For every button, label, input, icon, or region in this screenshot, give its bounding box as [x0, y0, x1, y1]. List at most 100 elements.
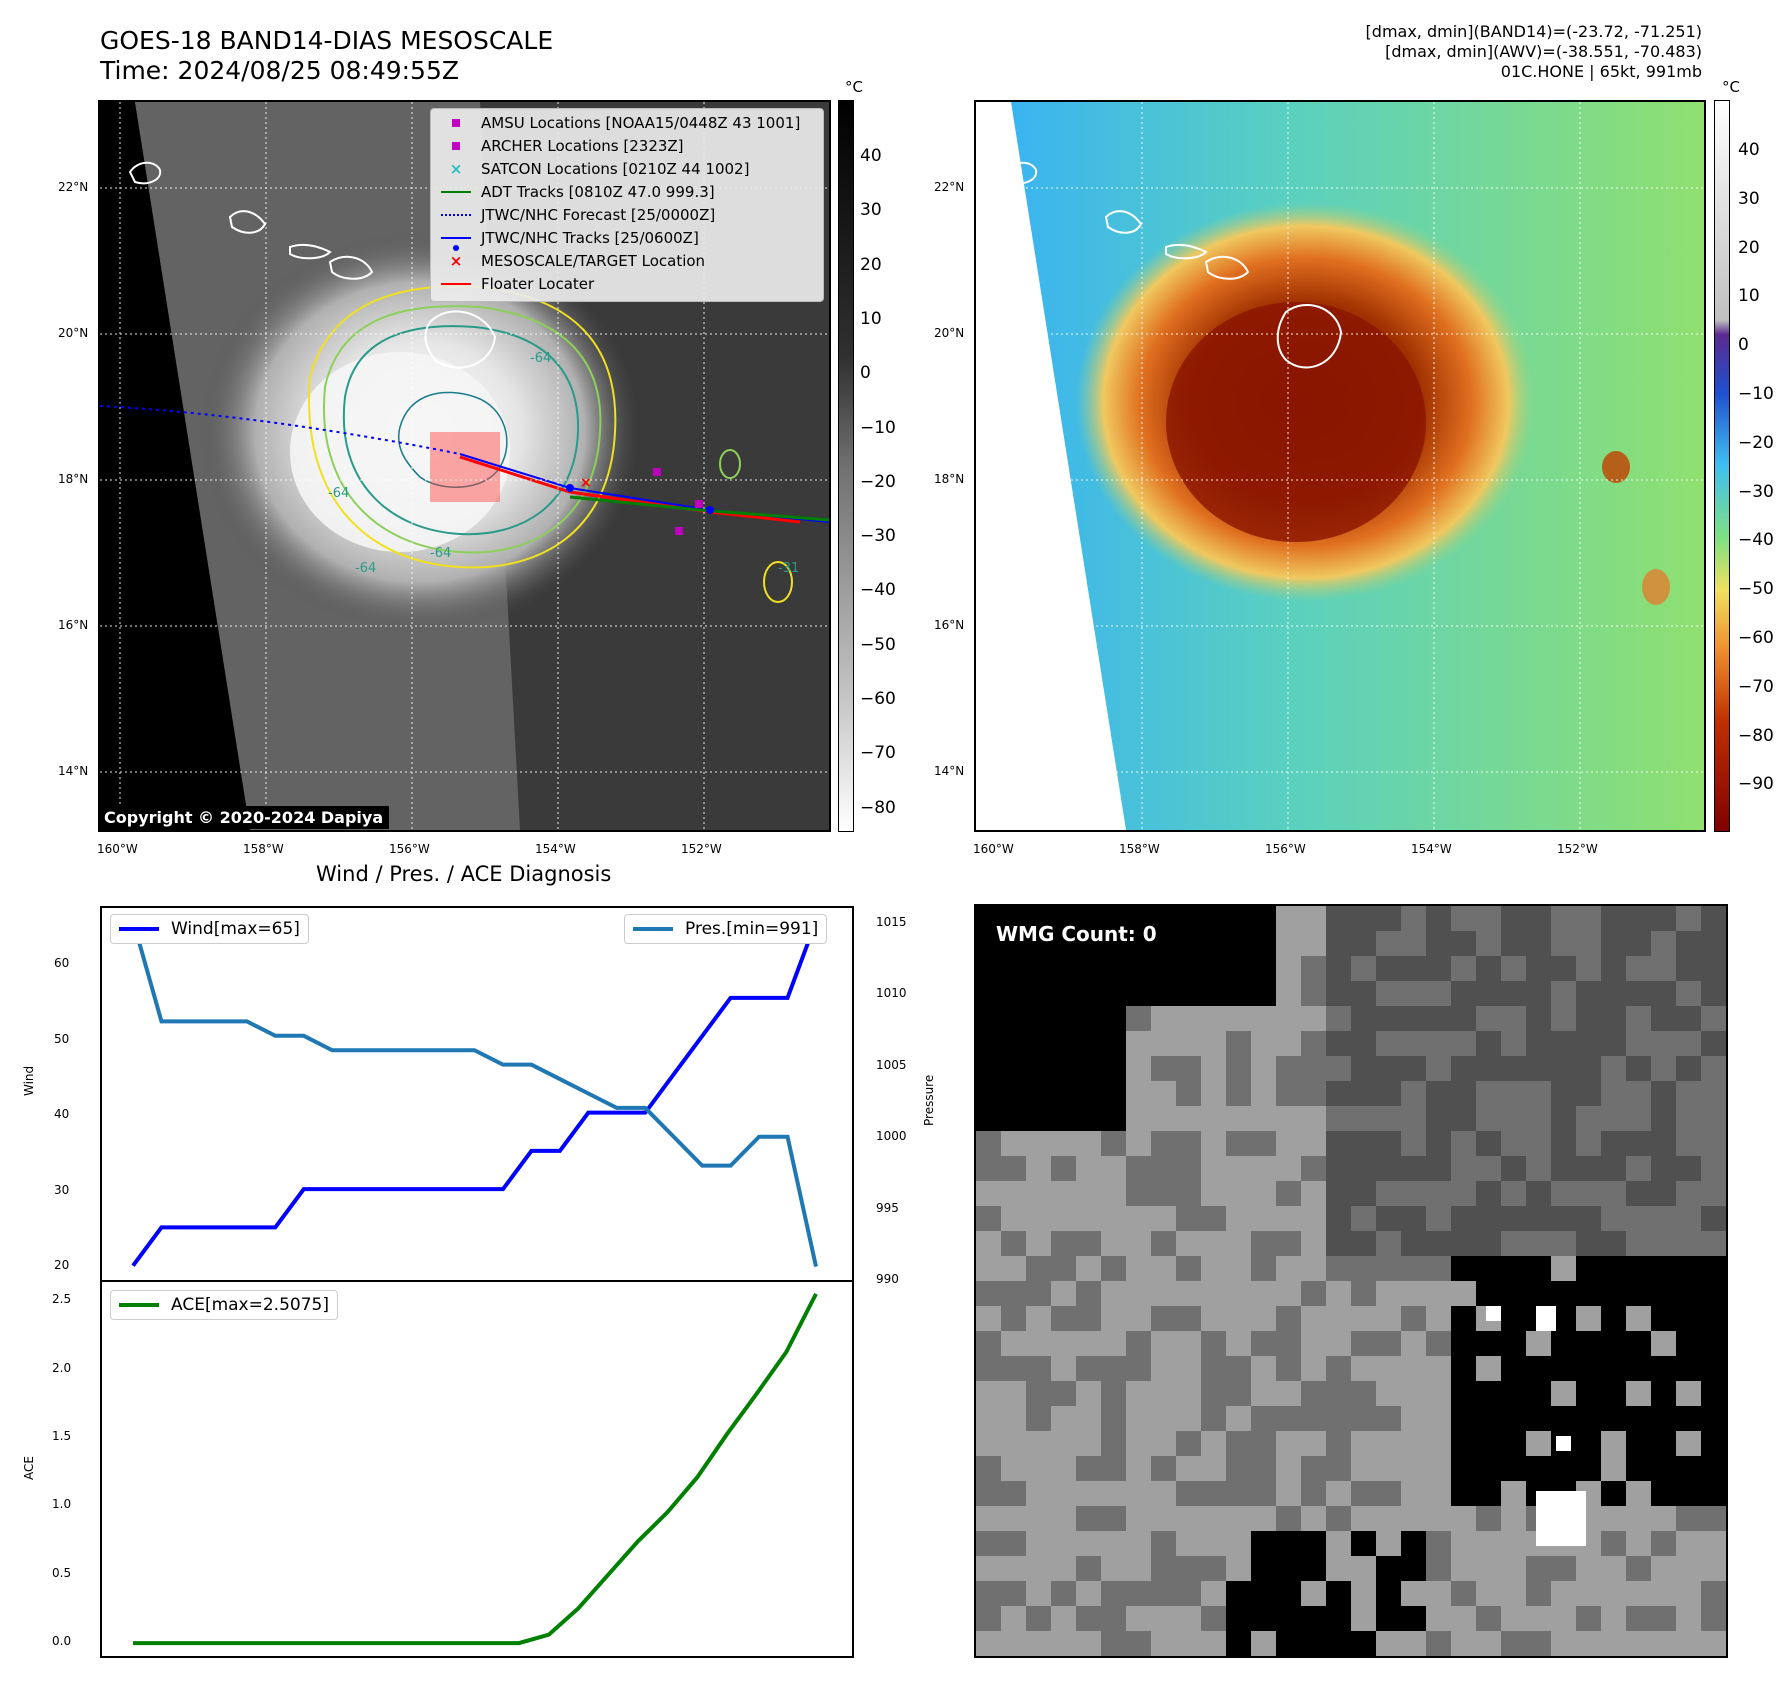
wmg-cell [1251, 931, 1277, 957]
island-hawaii [424, 310, 497, 369]
wmg-cell [1651, 1631, 1677, 1656]
wmg-cell [1126, 1356, 1152, 1382]
legend-label: JTWC/NHC Forecast [25/0000Z] [481, 205, 716, 224]
wmg-cell [1476, 931, 1502, 957]
wmg-cell [1601, 1056, 1627, 1082]
wmg-cell [1101, 1181, 1127, 1207]
colorbar-tick: −60 [1738, 628, 1774, 648]
wmg-cell [1226, 1056, 1252, 1082]
wmg-cell [1276, 1081, 1302, 1107]
wmg-cell [1376, 1081, 1402, 1107]
wmg-cell [1276, 1531, 1302, 1557]
wmg-cell [1676, 1506, 1702, 1532]
wmg-cell [1151, 1506, 1177, 1532]
wmg-cell [1501, 1031, 1527, 1057]
wmg-cell [1551, 1156, 1577, 1182]
wmg-cell [1626, 1456, 1652, 1482]
wmg-cell [1326, 1556, 1352, 1582]
wmg-cell [1626, 981, 1652, 1007]
lat-label: 16°N [934, 618, 965, 632]
wmg-cell [1576, 1256, 1602, 1282]
wmg-cell [1076, 1156, 1102, 1182]
wmg-cell [1326, 1606, 1352, 1632]
wmg-cell [1551, 1056, 1577, 1082]
wmg-cell [1651, 1406, 1677, 1432]
wmg-cell [1226, 1531, 1252, 1557]
wmg-cell [1676, 1256, 1702, 1282]
diagnosis-svg [100, 906, 854, 1658]
wmg-cell [1601, 1406, 1627, 1432]
wmg-cell [1426, 1206, 1452, 1232]
wmg-cell [976, 956, 1002, 982]
figure-title: GOES-18 BAND14-DIAS MESOSCALE Time: 2024… [100, 26, 553, 86]
wmg-cell [1526, 1181, 1552, 1207]
wmg-cell [1301, 1056, 1327, 1082]
wmg-cell [1576, 1631, 1602, 1656]
wmg-cell [1426, 1081, 1452, 1107]
wmg-cell [1001, 1531, 1027, 1557]
wmg-cell [1626, 1131, 1652, 1157]
wmg-cell [1351, 1031, 1377, 1057]
wmg-cell [1551, 981, 1577, 1007]
wmg-cell [1326, 1206, 1352, 1232]
wmg-cell [1126, 1606, 1152, 1632]
wmg-cell [1676, 1081, 1702, 1107]
wmg-cell [1501, 1281, 1527, 1307]
wmg-cell [1651, 1206, 1677, 1232]
wmg-cell [1201, 1256, 1227, 1282]
wmg-cell [1251, 1356, 1277, 1382]
wmg-cell [1126, 1156, 1152, 1182]
wmg-cell [1076, 1631, 1102, 1656]
wmg-cell [1001, 1331, 1027, 1357]
wmg-cell [1501, 1181, 1527, 1207]
wmg-cell [1501, 1231, 1527, 1257]
wmg-cell [1276, 956, 1302, 982]
colorbar-tick: 10 [1738, 286, 1760, 307]
wmg-cell [1651, 1356, 1677, 1382]
dotted-line-icon [441, 213, 471, 216]
wmg-cell [1576, 1206, 1602, 1232]
wind-legend: Wind[max=65] [110, 914, 309, 944]
wmg-cell [1551, 1381, 1577, 1407]
wmg-cell [1351, 931, 1377, 957]
wmg-cell [1351, 1181, 1377, 1207]
wmg-cell [1376, 1481, 1402, 1507]
wmg-cell [1026, 1331, 1052, 1357]
wmg-cell [1426, 1356, 1452, 1382]
wmg-cell [1451, 1106, 1477, 1132]
wmg-cell [1326, 1531, 1352, 1557]
wmg-cell [1476, 1356, 1502, 1382]
wmg-cell [1026, 1456, 1052, 1482]
wmg-cell [1126, 1331, 1152, 1357]
wmg-cell [1551, 956, 1577, 982]
wmg-cell [1176, 1456, 1202, 1482]
wmg-cell [1701, 1331, 1726, 1357]
wmg-cell [1076, 1506, 1102, 1532]
wmg-cell [1501, 1631, 1527, 1656]
colorbar-tick: −70 [1738, 676, 1774, 697]
wmg-cell [1401, 1206, 1427, 1232]
wmg-cell [1601, 981, 1627, 1007]
wmg-cell [1551, 1356, 1577, 1382]
wmg-cell [1176, 1056, 1202, 1082]
wmg-cell [1001, 1056, 1027, 1082]
wmg-cell [1051, 1481, 1077, 1507]
wmg-cell [1276, 1006, 1302, 1032]
wmg-count-label: WMG Count: 0 [988, 918, 1165, 950]
wmg-cell [1301, 906, 1327, 932]
wmg-cell [1076, 1481, 1102, 1507]
wmg-cell [1576, 1581, 1602, 1607]
wmg-cell [1676, 1531, 1702, 1557]
wmg-cell [1351, 1006, 1377, 1032]
wmg-cell [1051, 1031, 1077, 1057]
wmg-cell [1676, 931, 1702, 957]
wmg-cell [1126, 1081, 1152, 1107]
wmg-cell [1476, 1256, 1502, 1282]
wind-tick: 30 [54, 1183, 70, 1197]
wmg-cell [1301, 1156, 1327, 1182]
wmg-cell [1576, 1556, 1602, 1582]
wmg-cell [1076, 1031, 1102, 1057]
ace-series [132, 1292, 818, 1646]
wmg-cell [1676, 1606, 1702, 1632]
cell-1 [719, 449, 741, 479]
